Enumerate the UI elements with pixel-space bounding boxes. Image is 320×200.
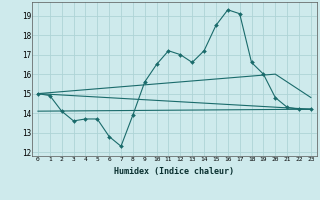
X-axis label: Humidex (Indice chaleur): Humidex (Indice chaleur) xyxy=(115,167,234,176)
